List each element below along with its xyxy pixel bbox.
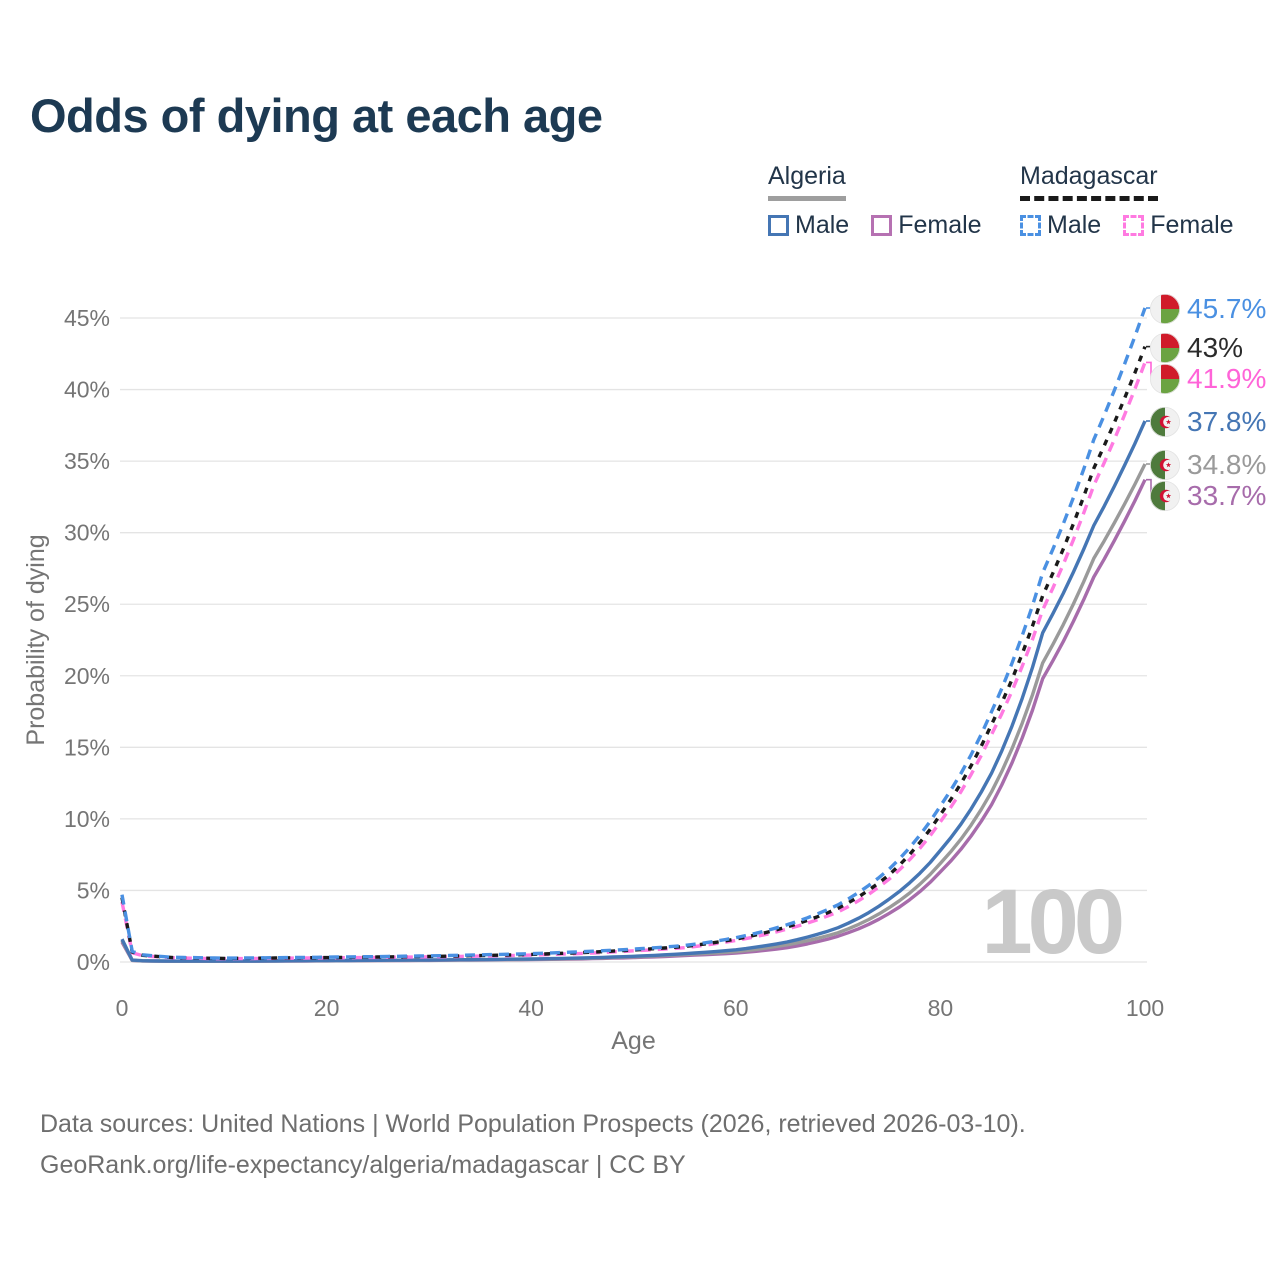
end-label-value: 45.7% (1187, 292, 1267, 324)
x-tick-0: 0 (116, 995, 129, 1021)
end-label-value: 37.8% (1187, 406, 1267, 438)
y-tick-30: 30% (64, 520, 110, 546)
x-tick-60: 60 (723, 995, 749, 1021)
footer-attribution-link: GeoRank.org/life-expectancy/algeria/mada… (40, 1151, 686, 1179)
legend-label-madagascar-male[interactable]: Male (1047, 211, 1102, 239)
page-title: Odds of dying at each age (30, 89, 603, 142)
end-label-value: 34.8% (1187, 448, 1267, 480)
algeria-flag-icon (1150, 407, 1180, 438)
legend-swatch-madagascar-male[interactable] (1020, 215, 1041, 236)
y-tick-10: 10% (64, 806, 110, 832)
footer-data-sources: Data sources: United Nations | World Pop… (40, 1110, 1026, 1138)
y-tick-25: 25% (64, 591, 110, 617)
x-tick-100: 100 (1126, 995, 1164, 1021)
footer: Data sources: United Nations | World Pop… (40, 1104, 1026, 1186)
x-tick-20: 20 (314, 995, 340, 1021)
legend-label-madagascar-female[interactable]: Female (1150, 211, 1234, 239)
madagascar-flag-icon (1150, 293, 1180, 324)
end-label-algeria-33.7%: 33.7% (1150, 480, 1266, 512)
legend-country-algeria: Algeria (768, 162, 846, 201)
y-axis-title: Probability of dying (22, 534, 50, 745)
legend-group-algeria: Algeria Male Female (768, 162, 1004, 240)
algeria-flag-icon (1150, 480, 1180, 511)
series-line-madagascar-female[interactable] (120, 361, 1147, 961)
end-label-madagascar-43%: 43% (1150, 332, 1243, 364)
legend-swatch-algeria-female[interactable] (871, 215, 893, 236)
end-label-algeria-34.8%: 34.8% (1150, 449, 1266, 481)
madagascar-flag-icon (1150, 332, 1180, 363)
end-label-value: 43% (1187, 331, 1244, 363)
y-tick-5: 5% (77, 877, 110, 903)
y-tick-20: 20% (64, 663, 110, 689)
end-label-madagascar-41.9%: 41.9% (1150, 363, 1266, 395)
y-tick-45: 45% (64, 305, 110, 331)
legend-group-madagascar: Madagascar Male Female (1020, 162, 1256, 240)
algeria-flag-icon (1150, 449, 1180, 480)
series-line-madagascar-both[interactable] (120, 345, 1147, 961)
end-label-algeria-37.8%: 37.8% (1150, 406, 1266, 438)
series-line-algeria-male[interactable] (120, 420, 1147, 963)
y-tick-15: 15% (64, 734, 110, 760)
y-tick-40: 40% (64, 377, 110, 403)
legend-country-madagascar: Madagascar (1020, 162, 1158, 201)
hover-age-watermark: 100 (981, 871, 1126, 973)
legend-swatch-algeria-male[interactable] (768, 215, 789, 236)
end-label-value: 41.9% (1187, 362, 1267, 394)
legend-label-algeria-female[interactable]: Female (898, 211, 982, 239)
end-label-madagascar-45.7%: 45.7% (1150, 293, 1266, 325)
y-tick-0: 0% (77, 949, 110, 975)
madagascar-flag-icon (1150, 363, 1180, 394)
x-axis-title: Age (611, 1027, 655, 1055)
x-tick-80: 80 (928, 995, 954, 1021)
legend-label-algeria-male[interactable]: Male (795, 211, 850, 239)
series-line-madagascar-male[interactable] (120, 307, 1147, 960)
end-label-value: 33.7% (1187, 479, 1267, 511)
x-tick-40: 40 (518, 995, 544, 1021)
y-tick-35: 35% (64, 448, 110, 474)
legend-swatch-madagascar-female[interactable] (1123, 215, 1145, 236)
